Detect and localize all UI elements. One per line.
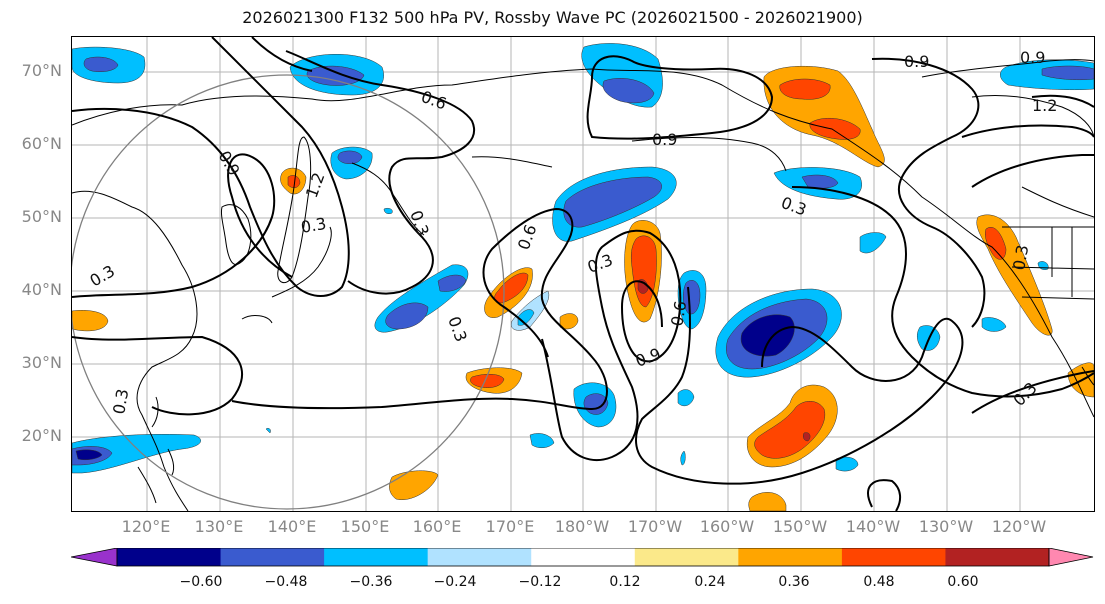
colorbar-tick-label: −0.60: [179, 574, 223, 590]
figure-title: 2026021300 F132 500 hPa PV, Rossby Wave …: [242, 8, 863, 27]
map-canvas: 0.9 0.6 0.9 0.9 1.2 0.9 1.2 0.3 0.3 0.3 …: [72, 37, 1094, 511]
lon-label: 120°E: [121, 517, 171, 536]
colorbar-segment: [841, 548, 946, 566]
contour-label: 0.3: [299, 214, 327, 237]
colorbar-segment: [220, 548, 325, 566]
colorbar-tick-label: −0.24: [433, 574, 477, 590]
lon-label: 160°E: [412, 517, 462, 536]
colorbar-tick-label: 0.48: [863, 574, 895, 590]
lon-label: 150°E: [340, 517, 390, 536]
colorbar-segment: [738, 548, 843, 566]
colorbar-tick-label: 0.36: [778, 574, 810, 590]
lat-label: 30°N: [21, 353, 62, 372]
positive-anomaly-regions: [72, 65, 1094, 511]
contour-label: 0.3: [87, 261, 119, 290]
colorbar-segment: [117, 548, 222, 566]
contour-label: 0.6: [419, 87, 449, 114]
contour-label: 0.9: [1020, 48, 1045, 67]
contour-label: 0.3: [406, 208, 433, 238]
lon-label: 120°W: [991, 517, 1047, 536]
contour-label: 0.3: [109, 387, 132, 415]
colorbar-tick-label: 0.12: [609, 574, 641, 590]
colorbar-tick-label: −0.48: [264, 574, 308, 590]
contour-label: 0.3: [779, 193, 809, 220]
graticule: [72, 37, 1094, 511]
colorbar-tick-label: 0.60: [947, 574, 979, 590]
colorbar-segment: [427, 548, 532, 566]
colorbar-segment: [634, 548, 739, 566]
lon-label: 130°W: [918, 517, 974, 536]
contour-label: 1.2: [1032, 96, 1057, 115]
colorbar-segment: [324, 548, 429, 566]
contour-label: 0.6: [667, 299, 690, 327]
lon-label: 160°W: [699, 517, 755, 536]
contour-label: 0.9: [633, 344, 663, 371]
lon-label: 130°E: [194, 517, 244, 536]
colorbar-tick-label: −0.12: [518, 574, 562, 590]
colorbar-extend-high: [1048, 548, 1094, 567]
contour-label: 0.3: [1009, 378, 1040, 409]
lon-label: 140°E: [267, 517, 317, 536]
lon-label: 170°W: [627, 517, 683, 536]
lat-label: 20°N: [21, 426, 62, 445]
colorbar-segments: [71, 548, 1094, 567]
lat-label: 70°N: [21, 61, 62, 80]
contour-label: 0.9: [215, 148, 244, 180]
contour-label: 0.9: [904, 52, 929, 71]
colorbar-segment: [531, 548, 636, 566]
colorbar-segment: [945, 548, 1050, 566]
contour-label: 0.3: [444, 314, 471, 344]
lon-label: 180°W: [554, 517, 610, 536]
contour-label: 0.3: [585, 250, 615, 277]
lon-label: 170°E: [485, 517, 535, 536]
lat-label: 40°N: [21, 280, 62, 299]
map-panel: 0.9 0.6 0.9 0.9 1.2 0.9 1.2 0.3 0.3 0.3 …: [71, 36, 1095, 512]
lat-label: 50°N: [21, 207, 62, 226]
lat-label: 60°N: [21, 134, 62, 153]
lon-label: 150°W: [772, 517, 828, 536]
contour-label: 1.2: [302, 170, 329, 200]
contour-label: 0.9: [652, 130, 677, 149]
colorbar: [71, 548, 1094, 567]
colorbar-outline: [116, 548, 1050, 567]
colorbar-tick-label: −0.36: [349, 574, 393, 590]
great-circle-ring: [72, 74, 505, 510]
lon-label: 140°W: [845, 517, 901, 536]
pv-contours: [72, 37, 1094, 511]
colorbar-tick-label: 0.24: [694, 574, 726, 590]
colorbar-extend-low: [71, 548, 118, 567]
contour-label: 0.3: [1009, 243, 1032, 271]
